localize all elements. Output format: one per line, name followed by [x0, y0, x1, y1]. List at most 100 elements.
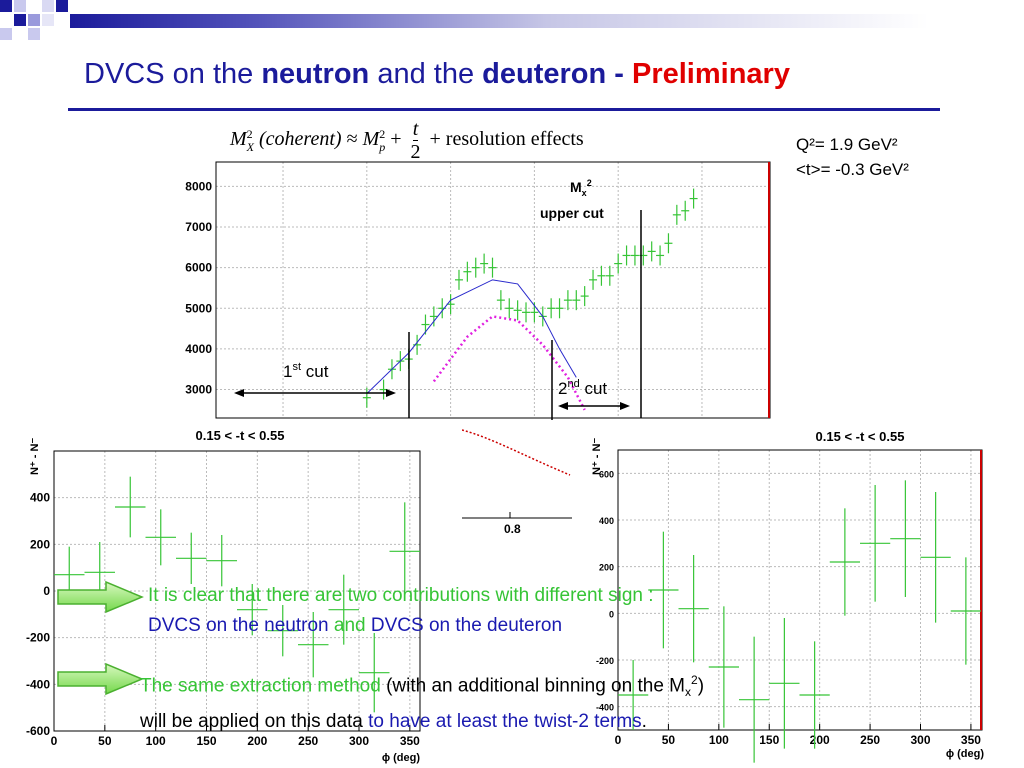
x-tick-label: 250	[860, 733, 880, 747]
data-point	[630, 245, 639, 266]
data-point	[522, 302, 531, 323]
y-tick-label: -200	[26, 631, 50, 645]
y-tick-label: 0	[609, 609, 614, 619]
formula-arg: (coherent)	[259, 128, 342, 151]
x-tick-label: 200	[810, 733, 830, 747]
data-point	[145, 509, 176, 566]
first-cut-label: 1st cut	[283, 361, 329, 381]
data-point	[605, 265, 614, 286]
y-tick-label: 400	[30, 491, 50, 505]
data-point	[656, 245, 665, 266]
y-tick-label: 0	[43, 584, 50, 598]
data-point	[769, 618, 800, 749]
data-point	[480, 253, 489, 274]
chart-background	[572, 425, 1024, 768]
data-point	[890, 480, 921, 597]
arrow-right-icon	[57, 580, 144, 614]
formula-plus: +	[429, 128, 441, 151]
bullet-arrows	[57, 580, 144, 696]
data-point	[681, 200, 690, 221]
title-neutron: neutron	[261, 58, 370, 90]
method-text: The same extraction method	[140, 675, 381, 697]
formula-sub: X	[246, 139, 255, 154]
data-point	[647, 241, 656, 262]
and-text: and	[328, 615, 371, 636]
data-point	[799, 641, 830, 749]
asymmetry-chart-right: 0.15 < -t < 0.55 N⁺ - N⁻ ϕ (deg) 0 50 100 1…	[572, 425, 1024, 768]
data-point	[513, 300, 522, 321]
data-point	[176, 532, 207, 584]
corner-decoration-square	[56, 0, 68, 12]
data-point	[563, 290, 572, 311]
axis-ticks: 0 50 100 150 200 250 300 350 400 200 0 -200 -400 -600	[26, 491, 420, 748]
y-tick-label: 200	[599, 563, 614, 573]
y-tick-label: 6000	[185, 261, 212, 275]
arrow-head-icon	[386, 389, 396, 397]
data-point	[267, 605, 298, 657]
y-tick-label: 5000	[185, 301, 212, 315]
data-point	[950, 557, 981, 665]
data-point	[298, 612, 329, 678]
formula-sub: p	[379, 139, 386, 154]
corner-decoration-square	[42, 14, 54, 26]
data-point	[463, 261, 472, 282]
fit-curve-neutron	[432, 315, 586, 411]
chart-title: 0.15 < -t < 0.55	[816, 429, 905, 444]
data-point	[505, 298, 514, 319]
data-point	[622, 245, 631, 266]
formula-approx: ≈	[346, 128, 358, 151]
data-point	[708, 606, 739, 728]
title-text: and the	[369, 58, 483, 90]
paren-text: )	[697, 675, 705, 697]
x-tick-label: 150	[196, 734, 216, 748]
title-deuteron: deuteron -	[482, 58, 632, 90]
x-axis-label: ϕ (deg)	[946, 748, 985, 760]
mx2-distribution-chart: 8000 7000 6000 5000 4000 3000 1st cut 2nd cut…	[185, 161, 771, 480]
x-axis-label: ϕ (deg)	[382, 752, 421, 764]
x-tick-label: 300	[910, 733, 930, 747]
data-point	[206, 535, 237, 587]
corner-decoration-square	[0, 28, 12, 40]
mx-sub: x	[685, 685, 691, 700]
data-point	[359, 633, 390, 713]
data-point	[678, 555, 709, 663]
x-tick-label: 100	[709, 733, 729, 747]
y-axis-label: N⁺ - N⁻	[591, 438, 603, 475]
fragment-x-tick-label: 0.8	[504, 522, 521, 536]
data-points	[362, 188, 698, 408]
x-tick-label: 250	[298, 734, 318, 748]
formula-plus: +	[390, 128, 402, 151]
x-tick-label: 50	[662, 733, 676, 747]
fragment-background	[462, 420, 572, 520]
background-chart-fragment: 0.8	[462, 420, 572, 536]
conclusion-line: will be applied on this data to have at …	[140, 707, 704, 737]
data-point	[413, 334, 422, 355]
neutron-text: DVCS on the neutron	[148, 615, 329, 636]
title-preliminary: Preliminary	[631, 58, 790, 90]
y-tick-label: 200	[30, 537, 50, 551]
data-point	[739, 636, 770, 763]
data-point	[438, 298, 447, 319]
data-point	[689, 188, 698, 209]
period-text: .	[641, 711, 647, 733]
x-tick-label: 350	[400, 734, 420, 748]
arrow-head-icon	[620, 402, 630, 410]
data-point	[614, 253, 623, 274]
x-tick-label: 100	[146, 734, 166, 748]
y-tick-label: 8000	[185, 179, 212, 193]
data-point	[572, 290, 581, 311]
formula-sup: 2	[246, 126, 253, 141]
x-tick-label: 0	[615, 733, 622, 747]
kinematics-box: Q²= 1.9 GeV² <t>= -0.3 GeV²	[796, 132, 909, 182]
chart-frame	[53, 450, 421, 732]
formula-m: M	[230, 128, 247, 151]
corner-decoration-square	[28, 14, 40, 26]
data-point	[237, 584, 268, 636]
x-tick-label: 300	[349, 734, 369, 748]
data-point	[672, 204, 681, 225]
y-axis-label: N⁺ - N⁻	[29, 438, 41, 475]
y-tick-label: 4000	[185, 342, 212, 356]
data-point	[471, 257, 480, 278]
data-point	[488, 257, 497, 278]
